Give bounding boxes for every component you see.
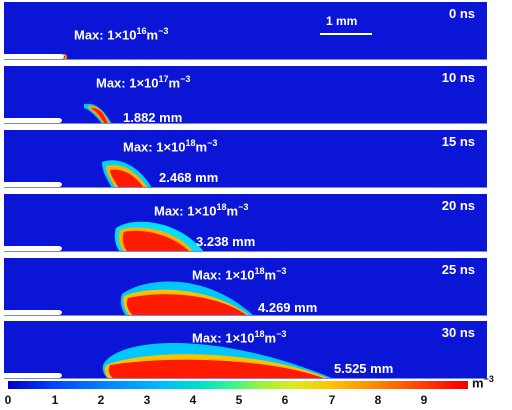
electrode bbox=[4, 182, 62, 187]
max-label: Max: 1×1018m−3 bbox=[192, 329, 286, 345]
max-exponent: 17 bbox=[158, 74, 169, 84]
panel-0ns: Max: 1×1016m−3 1 mm 0 ns bbox=[4, 2, 487, 60]
plume-10ns bbox=[84, 103, 112, 124]
scalebar bbox=[320, 33, 372, 35]
electrode bbox=[4, 246, 62, 251]
colorbar-tick: 0 bbox=[4, 393, 12, 407]
panel-border bbox=[4, 59, 487, 60]
colorbar-unit: m−3 bbox=[472, 374, 494, 390]
length-label: 1.882 mm bbox=[123, 110, 183, 124]
panel-border bbox=[4, 251, 487, 252]
max-unit-exponent: −3 bbox=[158, 26, 169, 36]
time-label: 10 ns bbox=[441, 70, 475, 85]
electrode bbox=[4, 310, 62, 315]
colorbar-tick: 3 bbox=[143, 393, 151, 407]
max-unit: m bbox=[146, 27, 159, 43]
panel-25ns: Max: 1×1018m−3 4.269 mm 25 ns bbox=[4, 258, 487, 316]
max-unit-exponent: −3 bbox=[276, 329, 287, 339]
colorbar-unit-exponent: −3 bbox=[483, 374, 494, 384]
panel-30ns: Max: 1×1018m−3 5.525 mm 30 ns bbox=[4, 321, 487, 379]
max-text: Max: 1×10 bbox=[74, 27, 137, 43]
max-unit-exponent: −3 bbox=[207, 138, 218, 148]
length-label: 4.269 mm bbox=[258, 300, 318, 315]
colorbar-tick: 1 bbox=[51, 393, 59, 407]
colorbar-tick: 8 bbox=[374, 393, 382, 407]
colorbar-tick: 4 bbox=[189, 393, 197, 407]
colorbar bbox=[8, 381, 468, 389]
max-exponent: 18 bbox=[216, 202, 227, 212]
max-exponent: 18 bbox=[254, 266, 265, 276]
max-unit: m bbox=[226, 203, 239, 219]
max-text: Max: 1×10 bbox=[192, 267, 255, 283]
panel-border bbox=[4, 315, 487, 316]
max-label: Max: 1×1018m−3 bbox=[192, 266, 286, 282]
max-text: Max: 1×10 bbox=[96, 75, 159, 91]
panel-20ns: Max: 1×1018m−3 3.238 mm 20 ns bbox=[4, 194, 487, 252]
colorbar-tick: 5 bbox=[235, 393, 243, 407]
max-unit: m bbox=[264, 330, 277, 346]
scalebar-label: 1 mm bbox=[326, 14, 358, 28]
panel-15ns: Max: 1×1018m−3 2.468 mm 15 ns bbox=[4, 130, 487, 188]
max-unit: m bbox=[264, 267, 277, 283]
max-exponent: 18 bbox=[185, 138, 196, 148]
max-unit-exponent: −3 bbox=[238, 202, 249, 212]
panel-border bbox=[4, 123, 487, 124]
time-label: 0 ns bbox=[448, 6, 475, 21]
time-label: 20 ns bbox=[441, 198, 475, 213]
max-label: Max: 1×1018m−3 bbox=[154, 202, 248, 218]
electrode bbox=[4, 118, 62, 123]
plume-25ns bbox=[120, 281, 254, 316]
max-label: Max: 1×1018m−3 bbox=[123, 138, 217, 154]
plume-15ns bbox=[102, 160, 152, 188]
plume-20ns bbox=[114, 221, 204, 252]
colorbar-tick: 7 bbox=[328, 393, 336, 407]
electrode bbox=[4, 373, 62, 378]
colorbar-unit-text: m bbox=[472, 375, 484, 391]
max-label: Max: 1×1017m−3 bbox=[96, 74, 190, 90]
panel-border bbox=[4, 378, 487, 379]
length-label: 3.238 mm bbox=[196, 234, 256, 249]
length-label: 2.468 mm bbox=[159, 170, 219, 185]
electrode bbox=[4, 54, 64, 59]
length-label: 5.525 mm bbox=[334, 361, 394, 376]
max-unit-exponent: −3 bbox=[180, 74, 191, 84]
colorbar-tick: 2 bbox=[97, 393, 105, 407]
max-exponent: 18 bbox=[254, 329, 265, 339]
colorbar-tick: 6 bbox=[281, 393, 289, 407]
max-unit: m bbox=[168, 75, 181, 91]
max-label: Max: 1×1016m−3 bbox=[74, 26, 168, 42]
max-text: Max: 1×10 bbox=[154, 203, 217, 219]
panel-border bbox=[4, 187, 487, 188]
max-unit-exponent: −3 bbox=[276, 266, 287, 276]
time-label: 25 ns bbox=[441, 262, 475, 277]
max-text: Max: 1×10 bbox=[123, 139, 186, 155]
colorbar-tick: 9 bbox=[420, 393, 428, 407]
panel-10ns: Max: 1×1017m−3 1.882 mm 10 ns bbox=[4, 66, 487, 124]
time-label: 30 ns bbox=[441, 325, 475, 340]
max-text: Max: 1×10 bbox=[192, 330, 255, 346]
max-exponent: 16 bbox=[136, 26, 147, 36]
time-label: 15 ns bbox=[441, 134, 475, 149]
plume-30ns bbox=[102, 342, 334, 379]
max-unit: m bbox=[195, 139, 208, 155]
